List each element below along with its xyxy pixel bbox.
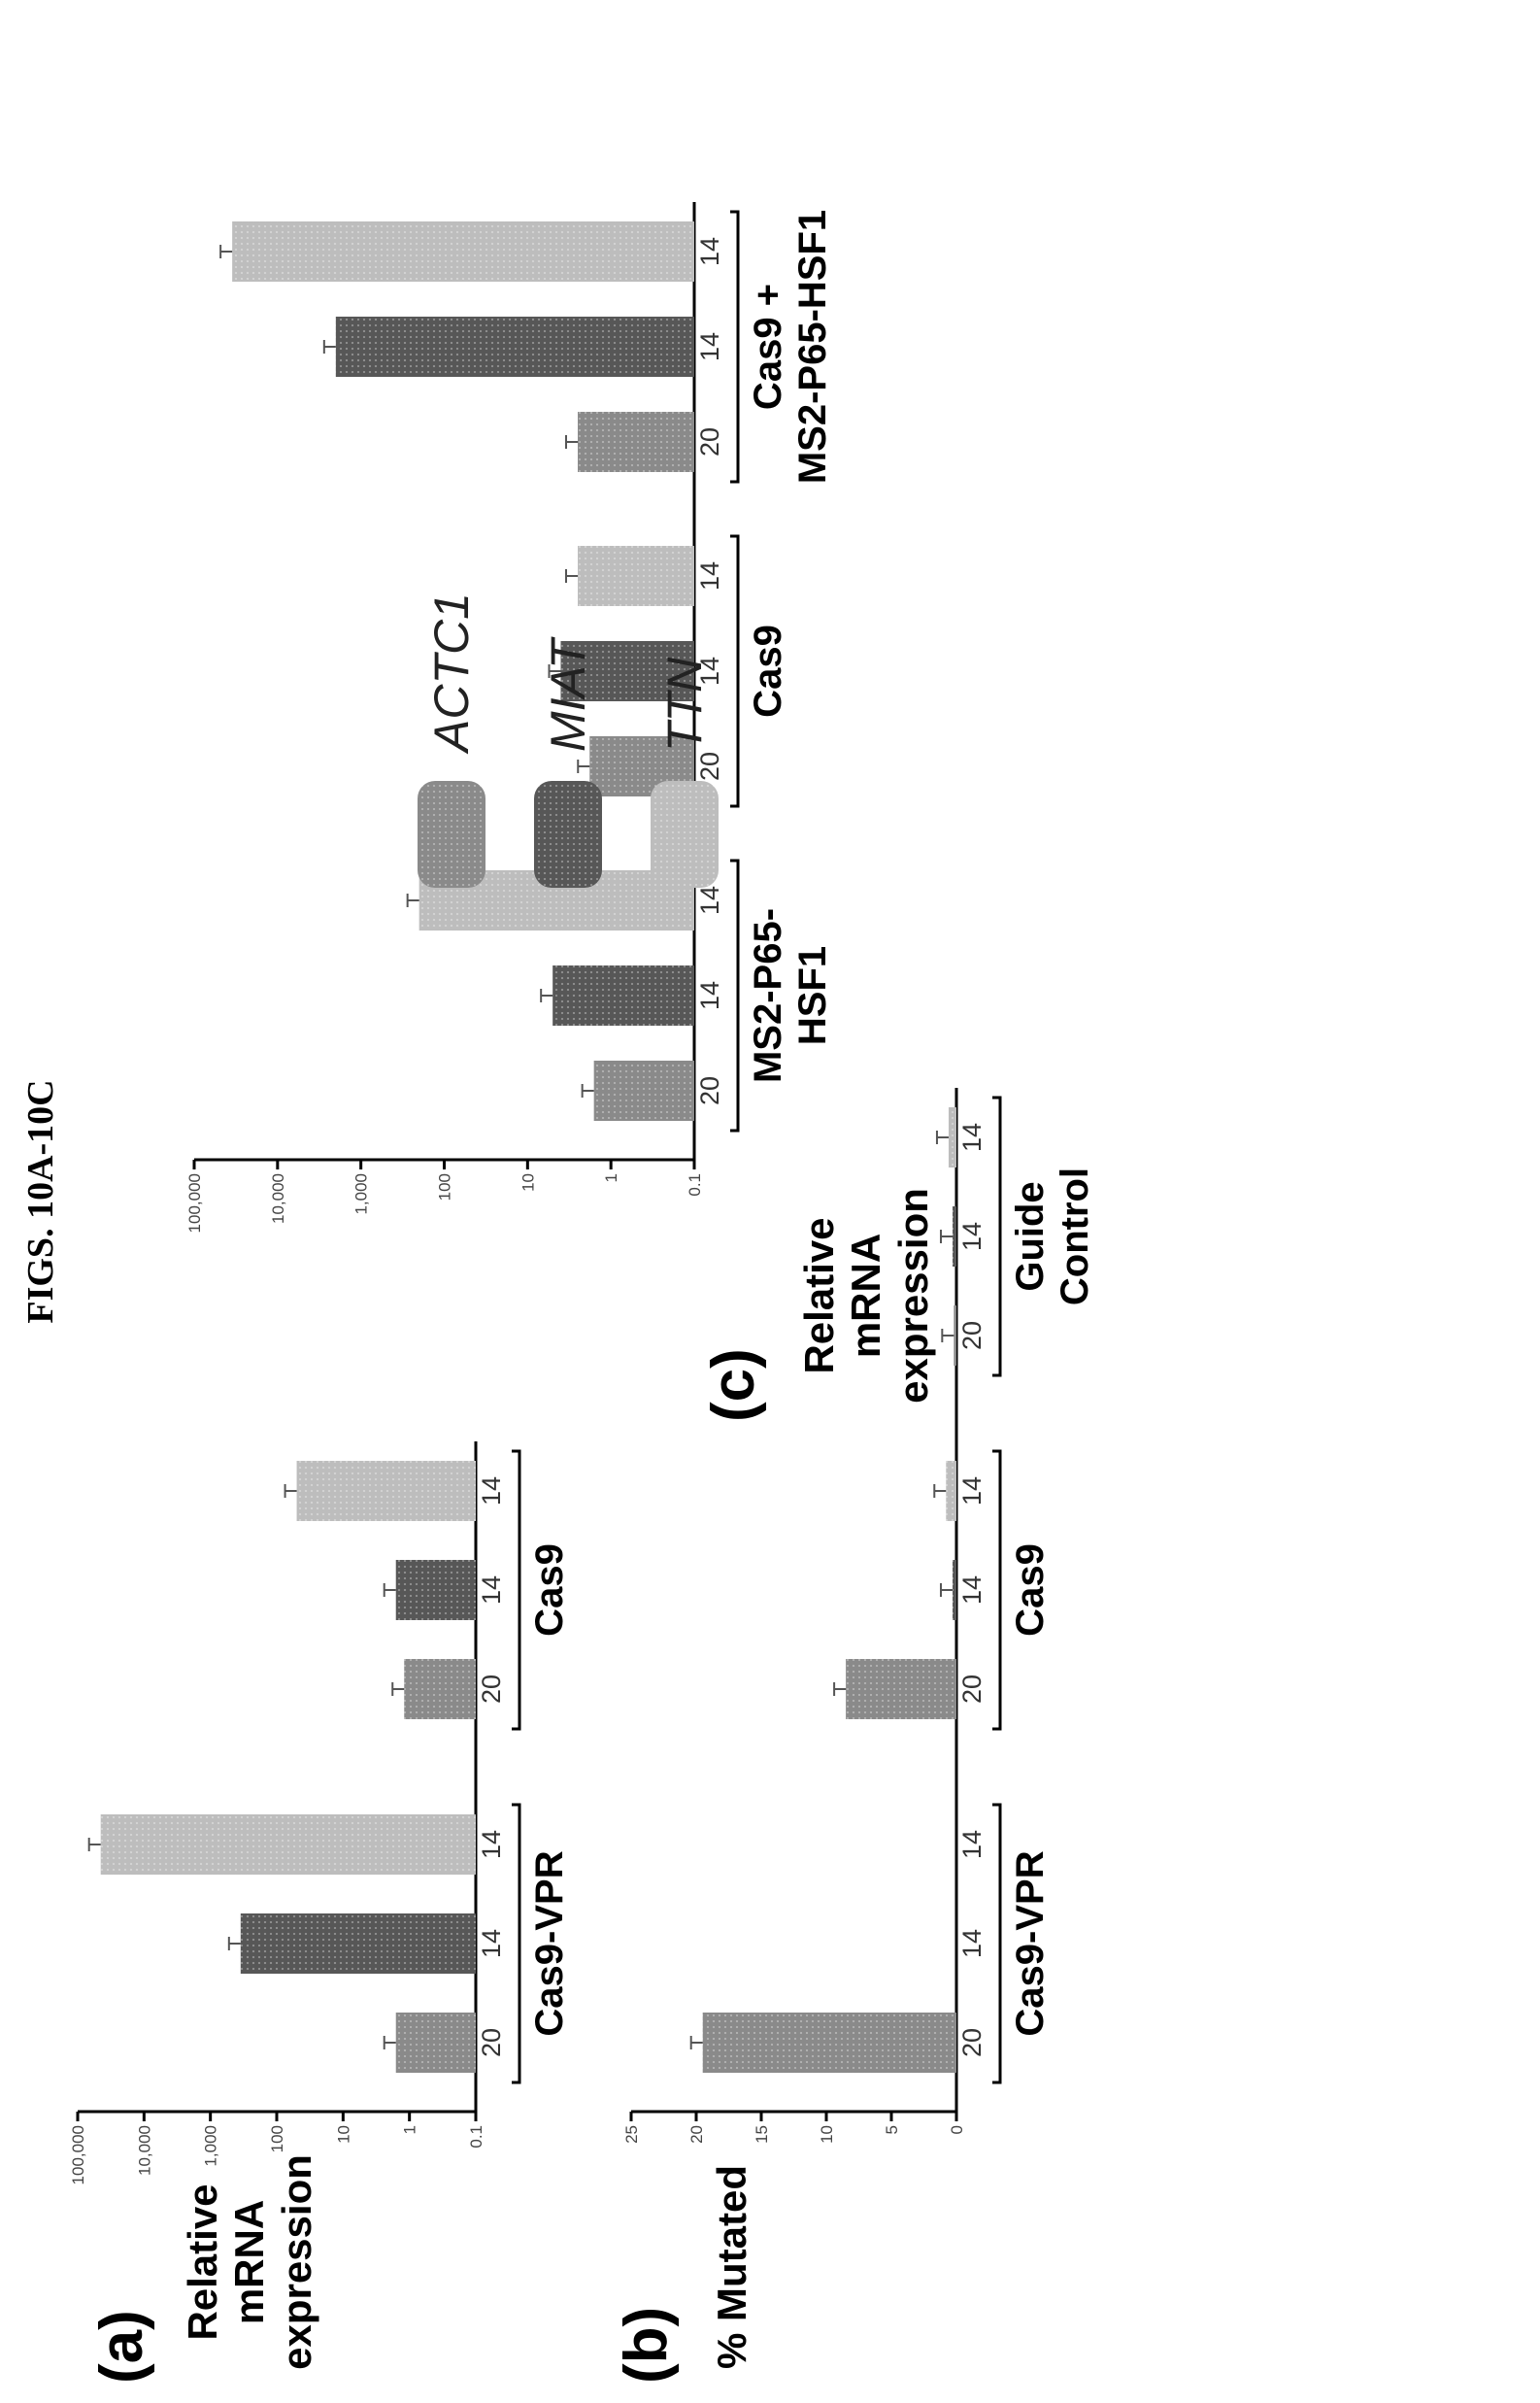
panel-a-ytick-label: 0.1 <box>467 2125 485 2149</box>
panel-c-bar <box>560 641 695 701</box>
panel-b-bar <box>946 1461 957 1521</box>
panel-c-ytick-label: 1,000 <box>352 1173 371 1215</box>
panel-c-ytick-label: 100,000 <box>185 1173 204 1233</box>
panel-c-category-label: 14 <box>695 886 724 915</box>
legend-swatch-miat <box>534 781 602 888</box>
panel-b-category-label: 14 <box>957 1575 987 1605</box>
legend-label-actc1: ACTC1 <box>424 592 479 755</box>
panel-a-group-label: Cas9-VPR <box>528 1850 571 2036</box>
panel-c-category-label: 14 <box>695 981 724 1010</box>
panel-b-bar <box>948 1107 957 1168</box>
panel-a-ytick-label: 1 <box>401 2125 419 2134</box>
panel-b-group-bracket <box>992 1449 1002 1731</box>
legend-swatch-actc1 <box>418 781 485 888</box>
panel-a-category-label: 14 <box>477 1476 506 1506</box>
panel-b-bar <box>846 1659 956 1719</box>
panel-c-group-bracket <box>730 534 740 808</box>
panel-b-bar <box>954 1305 957 1366</box>
panel-c-group-label: HSF1 <box>791 946 834 1045</box>
panel-b-category-label: 14 <box>957 1830 987 1859</box>
panel-a-group-bracket <box>512 1803 521 2084</box>
panel-b-group-bracket <box>992 1096 1002 1377</box>
panel-c-bar <box>593 1061 694 1121</box>
panel-a-bar <box>395 1560 477 1620</box>
panel-b-category-label: 14 <box>957 1476 987 1506</box>
panel-b-group-label: Cas9-VPR <box>1009 1850 1052 2036</box>
panel-c-bar <box>418 870 694 931</box>
panel-a-ytick-label: 10,000 <box>135 2125 153 2176</box>
panel-a-ytick-label: 1,000 <box>202 2125 220 2167</box>
panel-b-ytick-label: 25 <box>622 2125 641 2144</box>
panel-a-category-label: 14 <box>477 1575 506 1605</box>
panel-c-group-bracket <box>730 859 740 1133</box>
panel-b-category-label: 20 <box>957 1321 987 1350</box>
panel-a-category-label: 20 <box>477 2028 506 2057</box>
panel-b-group-label: Guide <box>1009 1181 1052 1291</box>
panel-c-ytick-label: 10,000 <box>269 1173 287 1224</box>
panel-a-category-label: 14 <box>477 1929 506 1958</box>
panel-b-ytick-label: 5 <box>883 2125 901 2134</box>
panel-c-category-label: 14 <box>695 237 724 266</box>
panel-c-ytick-label: 10 <box>519 1173 537 1192</box>
panel-c-category-label: 20 <box>695 752 724 781</box>
panel-c-ytick-label: 100 <box>436 1173 454 1201</box>
panel-b-group-label: Cas9 <box>1009 1543 1052 1637</box>
panel-b-bar <box>702 2013 956 2073</box>
panel-c-group-label: MS2-P65- <box>747 908 789 1083</box>
panel-a-category-label: 20 <box>477 1675 506 1704</box>
panel-c-group-label: Cas9 + <box>747 284 789 410</box>
panel-b-category-label: 20 <box>957 2028 987 2057</box>
panel-c-group-label: Cas9 <box>747 625 789 718</box>
legend-swatch-ttn <box>651 781 719 888</box>
panel-b-category-label: 14 <box>957 1123 987 1152</box>
panel-a-ytick-label: 10 <box>334 2125 352 2144</box>
panel-c-ytick-label: 0.1 <box>686 1173 704 1197</box>
panel-b-group-label: Control <box>1054 1168 1096 1305</box>
legend-label-ttn: TTN <box>657 657 712 752</box>
panel-c-category-label: 14 <box>695 332 724 361</box>
panel-a-bar <box>100 1814 476 1875</box>
panel-c-category-label: 14 <box>695 657 724 686</box>
panel-b-category-label: 14 <box>957 1222 987 1251</box>
panel-c-bar <box>578 546 694 606</box>
panel-c-category-label: 14 <box>695 561 724 591</box>
panel-a-ytick-label: 100,000 <box>69 2125 87 2184</box>
panel-a-bar <box>404 1659 476 1719</box>
panel-b-group-bracket <box>992 1803 1002 2084</box>
panel-c-category-label: 20 <box>695 1076 724 1105</box>
panel-c-bar <box>578 412 694 472</box>
panel-a-category-label: 14 <box>477 1830 506 1859</box>
panel-c-category-label: 20 <box>695 427 724 457</box>
panel-c-bar <box>552 965 695 1026</box>
panel-c-group-bracket <box>730 210 740 484</box>
panel-b-bar <box>952 1206 956 1267</box>
panel-a-bar <box>240 1913 476 1974</box>
panel-a-group-bracket <box>512 1449 521 1731</box>
panel-a-group-label: Cas9 <box>528 1543 571 1637</box>
panel-b-ytick-label: 20 <box>687 2125 706 2144</box>
panel-a-bar <box>296 1461 476 1521</box>
legend-label-miat: MIAT <box>541 636 595 752</box>
panel-b-category-label: 14 <box>957 1929 987 1958</box>
panel-a-bar <box>395 2013 477 2073</box>
panel-b-bar <box>952 1560 956 1620</box>
panel-c-bar <box>232 221 694 282</box>
panel-b-ytick-label: 15 <box>753 2125 771 2144</box>
panel-c-ytick-label: 1 <box>602 1173 620 1182</box>
panel-c-bar <box>335 317 694 377</box>
panel-a-ytick-label: 100 <box>268 2125 286 2152</box>
panel-b-ytick-label: 10 <box>818 2125 836 2144</box>
panel-b-category-label: 20 <box>957 1675 987 1704</box>
panel-c-group-label: MS2-P65-HSF1 <box>791 210 834 484</box>
panel-b-ytick-label: 0 <box>948 2125 966 2134</box>
